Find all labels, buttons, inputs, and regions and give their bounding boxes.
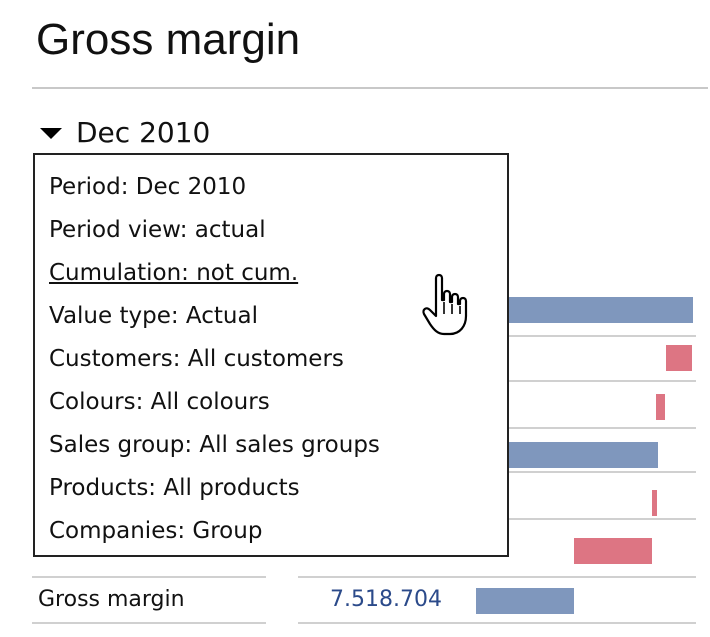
menu-item-period[interactable]: Period: Dec 2010 — [49, 174, 247, 200]
menu-item-cumulation[interactable]: Cumulation: not cum. — [49, 260, 299, 286]
row-divider — [32, 622, 266, 624]
bar — [666, 345, 692, 371]
menu-item-customers[interactable]: Customers: All customers — [49, 346, 344, 372]
period-dropdown-label: Dec 2010 — [76, 115, 211, 149]
bar — [476, 588, 574, 614]
bar — [508, 297, 693, 323]
menu-item-period-view[interactable]: Period view: actual — [49, 217, 266, 243]
period-dropdown[interactable]: Dec 2010 — [40, 112, 210, 152]
menu-item-sales-group[interactable]: Sales group: All sales groups — [49, 432, 380, 458]
bar — [652, 490, 657, 516]
bar — [508, 442, 658, 468]
bar — [574, 538, 652, 564]
row-divider — [298, 622, 696, 624]
title-divider — [32, 87, 708, 89]
row-label-gross-margin: Gross margin — [38, 587, 185, 612]
menu-item-value-type[interactable]: Value type: Actual — [49, 303, 258, 329]
menu-item-companies[interactable]: Companies: Group — [49, 518, 263, 544]
caret-down-icon — [40, 127, 62, 139]
row-divider — [298, 576, 696, 578]
menu-item-products[interactable]: Products: All products — [49, 475, 300, 501]
row-divider — [32, 576, 266, 578]
hand-pointer-icon — [422, 273, 468, 336]
bar — [656, 394, 665, 420]
page-title: Gross margin — [36, 15, 301, 64]
row-value-gross-margin[interactable]: 7.518.704 — [330, 587, 442, 612]
filter-popup-menu: Period: Dec 2010 Period view: actual Cum… — [33, 153, 509, 557]
menu-item-colours[interactable]: Colours: All colours — [49, 389, 270, 415]
